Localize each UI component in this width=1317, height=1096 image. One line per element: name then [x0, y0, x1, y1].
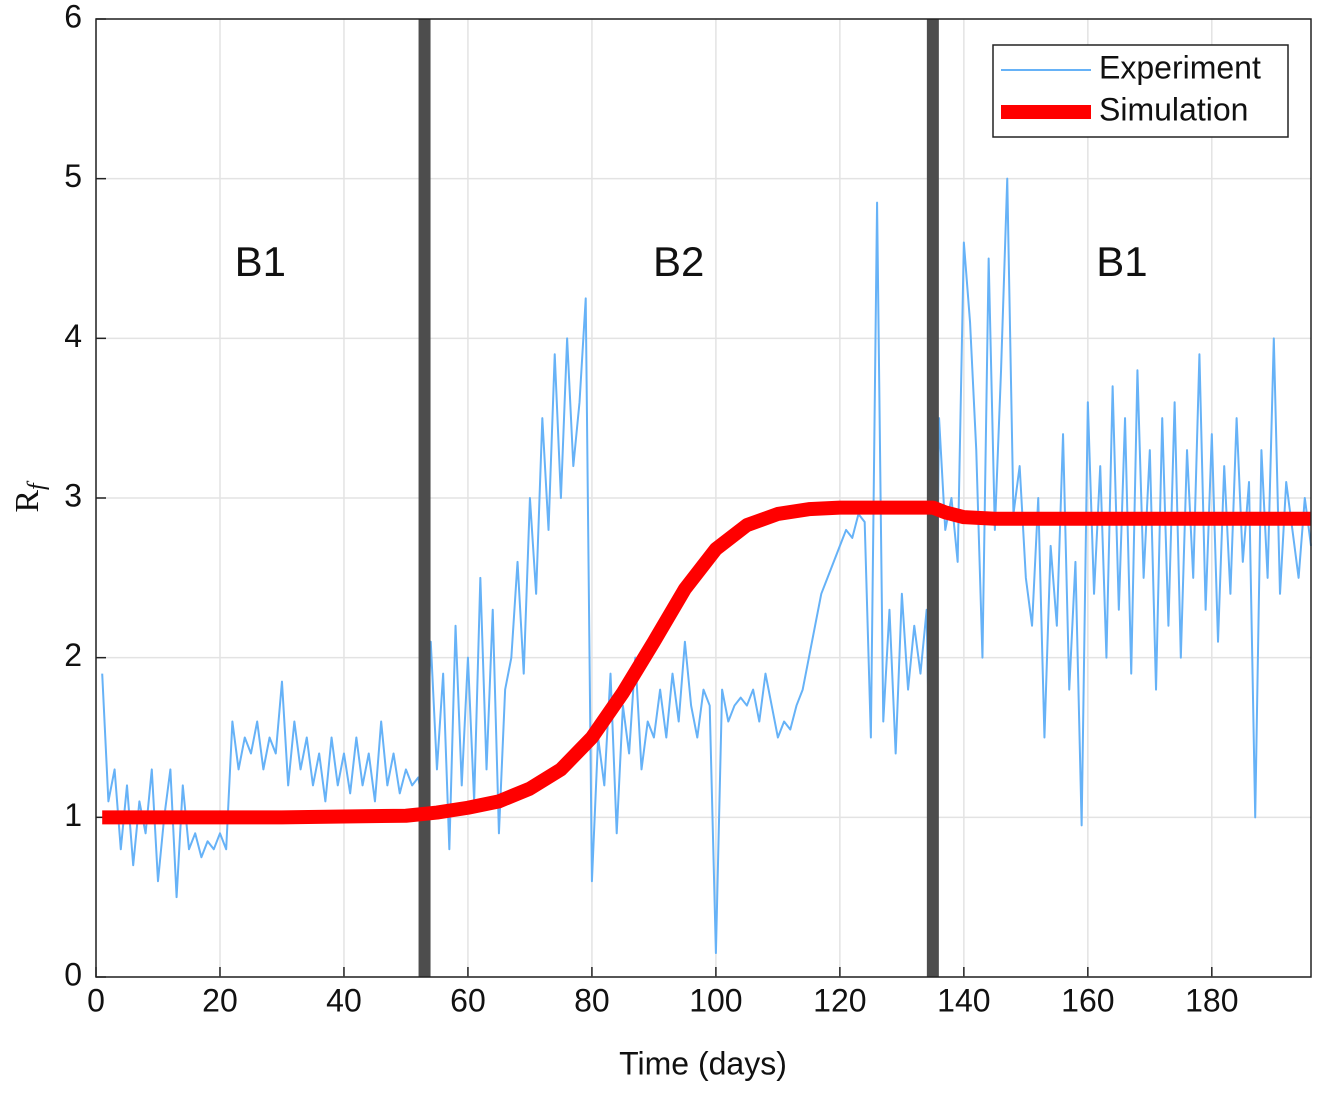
y-axis-label-sub: f: [24, 480, 50, 490]
x-tick-label: 20: [202, 982, 238, 1018]
x-tick-label: 160: [1061, 982, 1114, 1018]
y-tick-label: 3: [64, 477, 82, 513]
y-tick-label: 1: [64, 797, 82, 833]
legend-box: [992, 44, 1289, 138]
legend-label: Simulation: [1099, 91, 1248, 127]
x-axis-label: Time (days): [619, 1045, 787, 1081]
x-tick-label: 120: [813, 982, 866, 1018]
y-axis-label-main: R: [9, 490, 46, 513]
x-tick-label: 180: [1185, 982, 1238, 1018]
y-tick-label: 4: [64, 318, 82, 354]
x-tick-label: 40: [326, 982, 362, 1018]
y-tick-label: 6: [64, 0, 82, 34]
y-tick-label: 2: [64, 637, 82, 673]
annotation: B1: [235, 238, 286, 285]
series-line: [102, 500, 1311, 825]
annotation: B1: [1096, 238, 1147, 285]
annotation: B2: [653, 238, 704, 285]
legend-label: Experiment: [1099, 49, 1261, 85]
axes-frame: [95, 18, 1312, 978]
x-tick-label: 60: [450, 982, 486, 1018]
y-tick-label: 5: [64, 158, 82, 194]
y-tick-label: 0: [64, 956, 82, 992]
x-tick-label: 140: [937, 982, 990, 1018]
x-tick-label: 100: [689, 982, 742, 1018]
x-tick-label: 0: [87, 982, 105, 1018]
y-axis-label: Rf: [9, 480, 50, 513]
x-tick-label: 80: [574, 982, 610, 1018]
legend: Experiment Simulation: [992, 44, 1289, 138]
